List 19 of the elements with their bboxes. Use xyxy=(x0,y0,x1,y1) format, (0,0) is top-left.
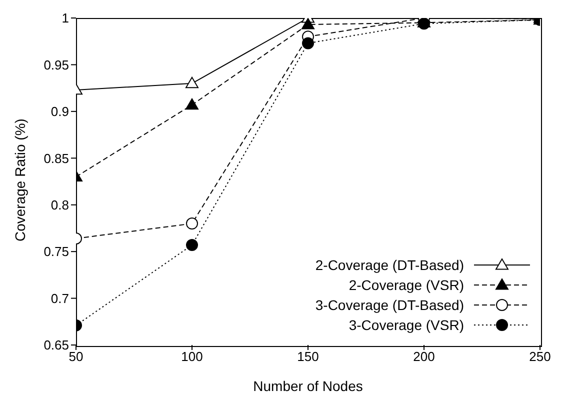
y-axis-title: Coverage Ratio (%) xyxy=(12,118,28,242)
x-tick-label: 150 xyxy=(297,349,319,364)
legend-label: 3-Coverage (DT-Based) xyxy=(315,297,464,313)
y-tick-label: 0.8 xyxy=(50,197,69,212)
y-tick-label: 0.7 xyxy=(50,290,69,306)
x-tick-label: 100 xyxy=(181,349,203,364)
x-tick-label: 50 xyxy=(68,349,84,364)
legend-label: 2-Coverage (DT-Based) xyxy=(315,257,464,273)
legend-label: 2-Coverage (VSR) xyxy=(348,277,464,293)
y-tick-label: 0.85 xyxy=(44,150,69,166)
legend-label: 3-Coverage (VSR) xyxy=(348,317,464,333)
y-tick-label: 0.95 xyxy=(44,57,69,72)
x-axis-title: Number of Nodes xyxy=(253,378,363,394)
x-tick-label: 200 xyxy=(413,349,435,364)
y-tick-label: 0.65 xyxy=(44,338,69,353)
y-tick-label: 1 xyxy=(62,10,69,26)
x-tick-label: 250 xyxy=(529,349,551,364)
y-tick-label: 0.75 xyxy=(44,244,69,260)
y-tick-label: 0.9 xyxy=(50,104,69,120)
